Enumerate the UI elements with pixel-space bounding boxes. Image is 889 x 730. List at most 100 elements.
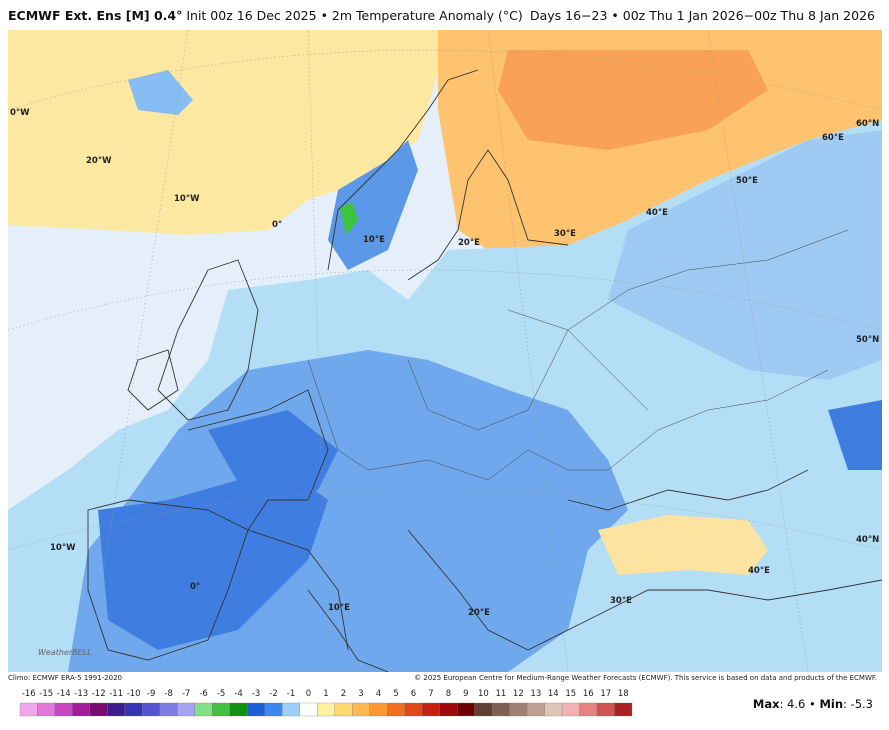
- graticule-label: 40°E: [646, 208, 668, 218]
- colorbar-label: -1: [287, 689, 295, 699]
- graticule-label: 20°E: [458, 238, 480, 248]
- colorbar-label: 4: [376, 689, 381, 699]
- warm-area: [8, 30, 448, 235]
- climo-note: Climo: ECMWF ERA-5 1991-2020: [8, 674, 122, 682]
- colorbar-swatch: [37, 702, 56, 717]
- colorbar-label: 10: [478, 689, 489, 699]
- graticule-label: 60°N: [856, 119, 879, 129]
- title-bold: ECMWF Ext. Ens [M] 0.4°: [8, 8, 183, 23]
- graticule-label: 10°W: [50, 543, 76, 553]
- colorbar-label: -8: [164, 689, 172, 699]
- colorbar-label: -15: [39, 689, 53, 699]
- colorbar-label: -10: [127, 689, 141, 699]
- graticule-label: 40°E: [748, 566, 770, 576]
- colorbar-label: -14: [57, 689, 71, 699]
- min-value: -5.3: [850, 697, 873, 711]
- graticule-label: 20°E: [468, 608, 490, 618]
- cold-area: [608, 130, 882, 380]
- colorbar-label: -3: [252, 689, 260, 699]
- colorbar-label: 1: [323, 689, 328, 699]
- graticule-label: 10°W: [174, 194, 200, 204]
- colorbar-swatch: [194, 702, 213, 717]
- colorbar-label: 5: [393, 689, 398, 699]
- colorbar-label: 12: [513, 689, 524, 699]
- graticule-label: 50°N: [856, 335, 879, 345]
- valid-time: Days 16−23 • 00z Thu 1 Jan 2026−00z Thu …: [530, 8, 875, 23]
- colorbar-swatch: [422, 702, 440, 717]
- colorbar-swatch: [72, 702, 91, 717]
- graticule-label: 30°E: [554, 229, 576, 239]
- map: 0°W 20°W 10°W 0° 10°E 20°E 30°E 40°E 50°E 60°E 60°…: [8, 30, 882, 672]
- graticule-label: 20°W: [86, 156, 112, 166]
- colorbar-swatch: [19, 702, 38, 717]
- colorbar-label: 0: [306, 689, 311, 699]
- colorbar-swatch: [89, 702, 108, 717]
- colorbar-label: 15: [565, 689, 576, 699]
- colorbar-swatch: [212, 702, 230, 717]
- graticule-label: 40°N: [856, 535, 879, 545]
- cold-spot: [340, 202, 358, 235]
- graticule-label: 0°: [272, 220, 282, 230]
- title: ECMWF Ext. Ens [M] 0.4° Init 00z 16 Dec …: [8, 8, 523, 23]
- colorbar-swatch: [159, 702, 178, 717]
- colorbar-swatch: [439, 702, 458, 717]
- colorbar-swatch: [474, 702, 493, 717]
- graticule: [8, 30, 882, 672]
- colorbar-swatch: [579, 702, 598, 717]
- graticule-label: 50°E: [736, 176, 758, 186]
- cold-area: [128, 70, 193, 115]
- colorbar-label: -5: [217, 689, 225, 699]
- max-value: 4.6: [787, 697, 806, 711]
- colorbar-swatch: [299, 702, 318, 717]
- colorbar-swatch: [526, 702, 545, 717]
- cold-area: [208, 410, 338, 500]
- colorbar-swatch: [264, 702, 283, 717]
- colorbar-swatch: [387, 702, 405, 717]
- colorbar-swatch: [247, 702, 265, 717]
- colorbar-swatch: [596, 702, 615, 717]
- colorbar-label: -6: [199, 689, 207, 699]
- stats: Max: 4.6 • Min: -5.3: [752, 697, 873, 711]
- cold-area: [828, 400, 882, 470]
- colorbar-swatch: [229, 702, 248, 717]
- colorbar-swatch: [282, 702, 300, 717]
- colorbar-label: -11: [109, 689, 123, 699]
- min-label: Min: [819, 697, 844, 711]
- colorbar-label: 7: [428, 689, 433, 699]
- colorbar-swatch: [456, 702, 475, 717]
- colorbar-swatch: [491, 702, 510, 717]
- graticule-label: 0°W: [10, 108, 30, 118]
- borders: [307, 229, 849, 481]
- colorbar-label: -2: [269, 689, 277, 699]
- logo: WeatherBELL: [38, 648, 92, 657]
- cold-area: [98, 470, 328, 650]
- colorbar-swatch: [614, 702, 633, 717]
- colorbar-label: -9: [147, 689, 155, 699]
- colorbar-label: 18: [618, 689, 629, 699]
- colorbar-label: -7: [182, 689, 190, 699]
- colorbar-label: 11: [495, 689, 506, 699]
- colorbar-label: -13: [74, 689, 88, 699]
- colorbar-swatch: [107, 702, 126, 717]
- cold-area: [328, 140, 418, 270]
- coastlines: [87, 69, 882, 672]
- colorbar-swatch: [142, 702, 161, 717]
- title-rest: Init 00z 16 Dec 2025 • 2m Temperature An…: [186, 8, 523, 23]
- colorbar-swatch: [352, 702, 370, 717]
- colorbar-swatch: [544, 702, 563, 717]
- colorbar-swatch: [369, 702, 388, 717]
- colorbar-label: 6: [411, 689, 416, 699]
- graticule-label: 10°E: [363, 235, 385, 245]
- colorbar-label: -12: [92, 689, 106, 699]
- warm-area: [498, 50, 768, 150]
- colorbar-label: 8: [446, 689, 451, 699]
- colorbar-swatch: [404, 702, 423, 717]
- colorbar-swatch: [124, 702, 143, 717]
- graticule-label: 30°E: [610, 596, 632, 606]
- colorbar-label: -16: [22, 689, 36, 699]
- max-label: Max: [752, 697, 780, 711]
- graticule-label: 0°: [190, 582, 200, 592]
- colorbar-label: -4: [234, 689, 242, 699]
- colorbar: -16 -15 -14 -13 -12 -11 -10 -9 -8 -7 -6 -5 -4 -3 -2 -1 0…: [19, 689, 633, 717]
